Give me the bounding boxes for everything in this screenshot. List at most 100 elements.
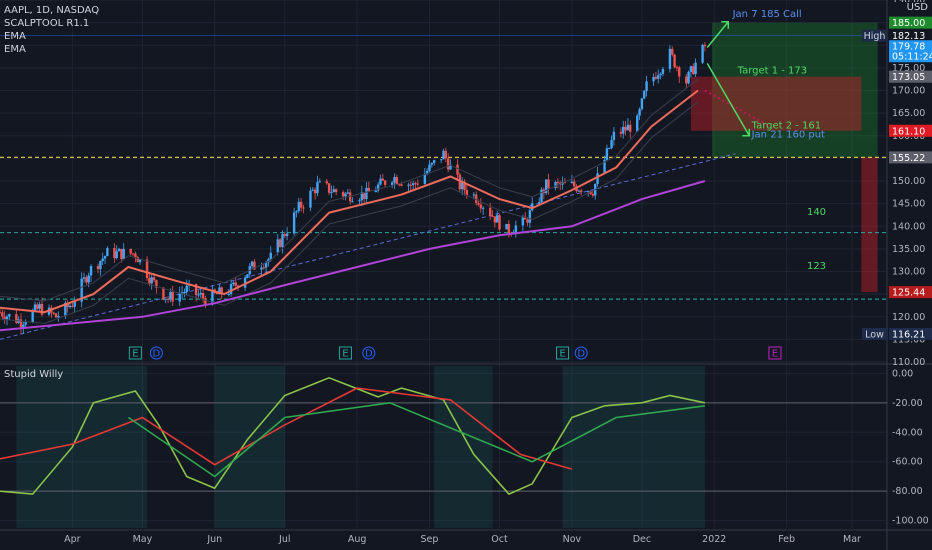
osc-tick-label: -40.00 bbox=[892, 427, 923, 438]
candle-body bbox=[654, 76, 658, 79]
candle-body bbox=[652, 76, 655, 82]
candle-body bbox=[152, 277, 156, 281]
symbol-title[interactable]: AAPL, 1D, NASDAQ bbox=[4, 5, 100, 16]
price-tick-label: 145.00 bbox=[892, 199, 925, 210]
candle-body bbox=[89, 266, 93, 276]
target-2-label: Target 2 - 161 bbox=[751, 121, 822, 132]
oscillator-pane bbox=[0, 366, 887, 528]
earnings-marker bbox=[338, 346, 352, 360]
candle-body bbox=[591, 193, 595, 196]
candle-body bbox=[204, 298, 207, 305]
candle-body bbox=[589, 191, 592, 194]
candle-body bbox=[68, 305, 72, 308]
time-tick-label: Mar bbox=[843, 534, 861, 545]
put-label: Jan 21 160 put bbox=[751, 130, 825, 141]
candle-body bbox=[430, 162, 434, 165]
candle-body bbox=[292, 212, 296, 234]
candle-body bbox=[689, 66, 693, 72]
candle-body bbox=[183, 291, 186, 293]
candle-body bbox=[145, 259, 149, 279]
call-arrow bbox=[706, 21, 729, 48]
candle-body bbox=[234, 282, 237, 286]
price-badge bbox=[889, 151, 932, 164]
indicator-ema-1[interactable]: EMA bbox=[4, 31, 26, 42]
time-tick-label: Apr bbox=[64, 534, 81, 545]
price-badge-label: 182.13 bbox=[892, 31, 925, 42]
candle-body bbox=[619, 131, 623, 134]
candle-body bbox=[0, 312, 2, 314]
candle-body bbox=[474, 194, 478, 203]
candle-body bbox=[201, 292, 205, 299]
extreme-label-bg bbox=[862, 29, 887, 42]
stop-zone bbox=[690, 76, 862, 131]
oscillator-series-1 bbox=[0, 387, 573, 470]
candle-body bbox=[33, 304, 37, 311]
candle-body bbox=[432, 160, 436, 163]
candle-body bbox=[397, 184, 401, 186]
candle-body bbox=[479, 204, 483, 209]
osc-tick-label: -100.00 bbox=[892, 516, 929, 527]
price-badge bbox=[889, 124, 932, 137]
price-badge bbox=[889, 286, 932, 299]
candle-body bbox=[657, 75, 660, 79]
candle-body bbox=[531, 203, 534, 211]
annotations[interactable]: Jan 7 185 Call Target 1 - 173 Target 2 - 1… bbox=[128, 9, 826, 360]
candle-body bbox=[243, 277, 247, 288]
axes[interactable]: 110.00115.00120.00125.00130.00135.00140.… bbox=[64, 0, 932, 545]
candle-body bbox=[563, 182, 567, 184]
candle-body bbox=[211, 289, 214, 305]
candle-body bbox=[36, 304, 39, 309]
time-tick-label: Feb bbox=[778, 534, 795, 545]
candle-body bbox=[400, 184, 403, 186]
candle-body bbox=[227, 294, 230, 296]
candle-body bbox=[8, 314, 11, 317]
candle-body bbox=[73, 301, 76, 307]
candle-body bbox=[87, 275, 90, 283]
candle-body bbox=[638, 109, 641, 116]
time-tick-label: May bbox=[133, 534, 153, 545]
candle-body bbox=[150, 277, 153, 284]
candle-body bbox=[199, 292, 202, 295]
oscillator-title[interactable]: Stupid Willy bbox=[4, 369, 64, 380]
candle-body bbox=[148, 278, 151, 284]
candle-body bbox=[538, 201, 541, 204]
price-badge-label: 179.78 bbox=[892, 42, 925, 53]
call-arrowhead bbox=[721, 20, 730, 29]
candle-body bbox=[465, 190, 469, 196]
candle-body bbox=[668, 48, 672, 69]
candle-body bbox=[458, 174, 462, 190]
candle-body bbox=[106, 248, 109, 257]
candle-body bbox=[166, 298, 170, 300]
time-tick-label: Jun bbox=[206, 534, 222, 545]
extreme-label-bg bbox=[862, 327, 887, 340]
candle-body bbox=[645, 81, 648, 91]
candle-body bbox=[685, 76, 688, 84]
earnings-marker bbox=[128, 346, 142, 360]
candle-body bbox=[409, 184, 413, 186]
extreme-label: High bbox=[864, 31, 886, 42]
candle-body bbox=[526, 219, 529, 223]
candle-body bbox=[24, 322, 27, 325]
put-arrow bbox=[706, 62, 750, 137]
candle-body bbox=[260, 267, 263, 270]
candle-body bbox=[278, 239, 282, 247]
candle-body bbox=[439, 159, 443, 161]
candle-body bbox=[96, 266, 100, 270]
currency-label[interactable]: USD bbox=[890, 2, 932, 16]
time-tick-label: Oct bbox=[491, 534, 508, 545]
candle-body bbox=[101, 258, 104, 261]
candle-body bbox=[365, 187, 368, 200]
candle-body bbox=[185, 285, 188, 292]
indicator-scalptool[interactable]: SCALPTOOL R1.1 bbox=[4, 18, 90, 29]
candle-body bbox=[673, 54, 676, 68]
candle-body bbox=[332, 189, 335, 193]
candle-body bbox=[678, 67, 681, 77]
candle-body bbox=[267, 259, 270, 263]
indicator-ema-2[interactable]: EMA bbox=[4, 44, 26, 55]
candle-body bbox=[636, 115, 639, 132]
candle-body bbox=[66, 302, 69, 308]
risk-reward-boxes[interactable] bbox=[690, 22, 878, 293]
price-badge-label: 155.22 bbox=[892, 153, 925, 164]
candle-body bbox=[570, 181, 574, 183]
